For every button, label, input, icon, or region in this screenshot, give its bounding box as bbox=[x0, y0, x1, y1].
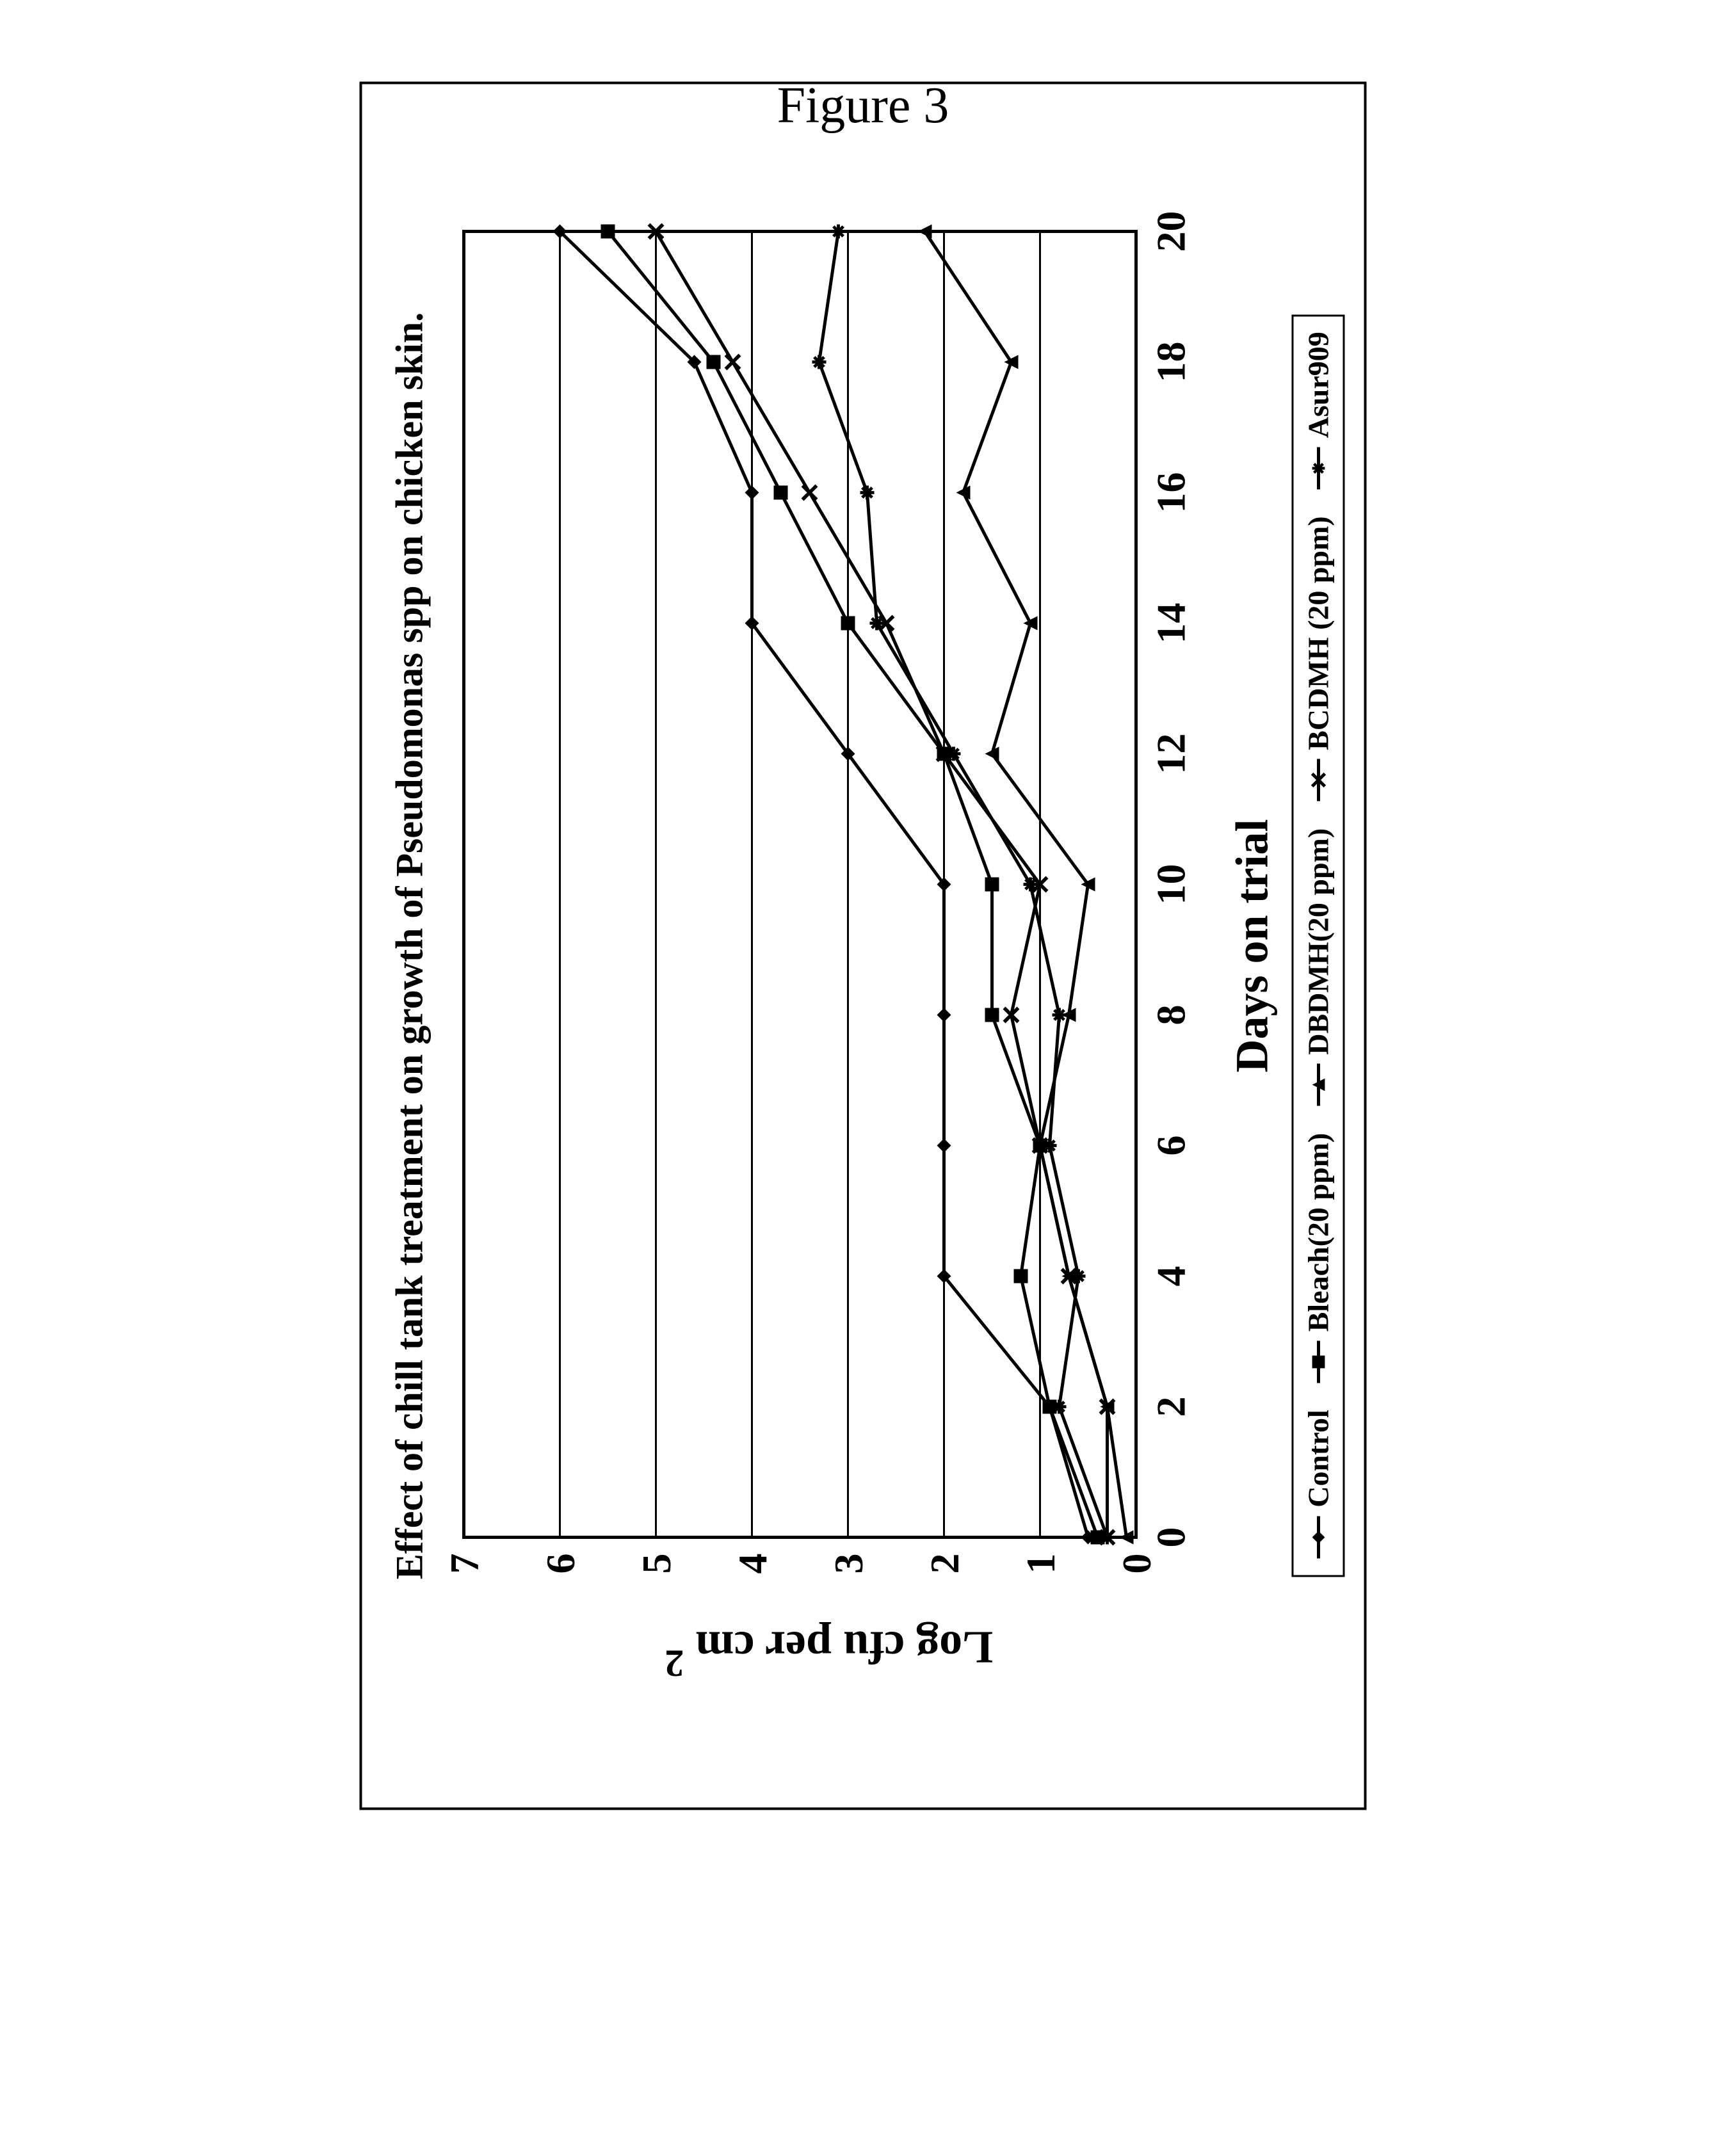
legend-item: Asur909 bbox=[1302, 332, 1335, 490]
legend-marker-icon bbox=[1305, 1339, 1331, 1384]
svg-text:6: 6 bbox=[538, 1554, 583, 1574]
chart-title: Effect of chill tank treatment on growth… bbox=[388, 312, 432, 1580]
svg-text:3: 3 bbox=[826, 1554, 871, 1574]
chart-panel: Effect of chill tank treatment on growth… bbox=[360, 82, 1367, 1810]
svg-text:10: 10 bbox=[1148, 864, 1193, 905]
svg-text:4: 4 bbox=[1148, 1266, 1193, 1287]
legend-item: BCDMH (20 ppm) bbox=[1302, 516, 1335, 802]
svg-text:7: 7 bbox=[445, 1554, 487, 1574]
svg-text:12: 12 bbox=[1148, 734, 1193, 775]
legend-label: Control bbox=[1302, 1410, 1335, 1508]
svg-text:4: 4 bbox=[730, 1554, 775, 1574]
svg-text:0: 0 bbox=[1114, 1554, 1159, 1574]
legend-item: Control bbox=[1302, 1410, 1335, 1560]
svg-text:18: 18 bbox=[1148, 342, 1193, 383]
svg-text:5: 5 bbox=[634, 1554, 679, 1574]
svg-text:0: 0 bbox=[1148, 1527, 1193, 1548]
y-axis-label-sup: 2 bbox=[665, 1643, 684, 1685]
svg-text:1: 1 bbox=[1018, 1554, 1063, 1574]
x-axis-label: Days on trial bbox=[1226, 819, 1279, 1073]
svg-text:6: 6 bbox=[1148, 1136, 1193, 1156]
svg-text:14: 14 bbox=[1148, 603, 1193, 644]
chart-row: Log cfu per cm 2 01234567024681012141618… bbox=[445, 206, 1213, 1685]
rotated-chart-wrapper: Effect of chill tank treatment on growth… bbox=[360, 82, 1367, 1810]
legend-marker-icon bbox=[1305, 1063, 1331, 1107]
svg-text:8: 8 bbox=[1148, 1005, 1193, 1026]
svg-text:2: 2 bbox=[922, 1554, 967, 1574]
legend-label: Bleach(20 ppm) bbox=[1302, 1133, 1335, 1332]
svg-text:16: 16 bbox=[1148, 472, 1193, 513]
legend-marker-icon bbox=[1305, 758, 1331, 803]
y-axis-label: Log cfu per cm 2 bbox=[665, 1621, 993, 1685]
legend-item: Bleach(20 ppm) bbox=[1302, 1133, 1335, 1385]
legend-marker-icon bbox=[1305, 446, 1331, 490]
legend-label: DBDMH(20 ppm) bbox=[1302, 828, 1335, 1055]
page: Figure 3 Effect of chill tank treatment … bbox=[0, 0, 1726, 2156]
svg-text:20: 20 bbox=[1148, 211, 1193, 252]
line-chart-plot: 0123456702468101214161820 bbox=[445, 206, 1213, 1614]
legend-marker-icon bbox=[1305, 1515, 1331, 1560]
legend-item: DBDMH(20 ppm) bbox=[1302, 828, 1335, 1107]
chart-legend: Control Bleach(20 ppm) DBDMH(20 ppm) BCDMH … bbox=[1292, 314, 1345, 1577]
svg-text:2: 2 bbox=[1148, 1397, 1193, 1417]
legend-label: BCDMH (20 ppm) bbox=[1302, 516, 1335, 750]
legend-label: Asur909 bbox=[1302, 332, 1335, 438]
y-axis-label-text: Log cfu per cm bbox=[695, 1622, 993, 1673]
